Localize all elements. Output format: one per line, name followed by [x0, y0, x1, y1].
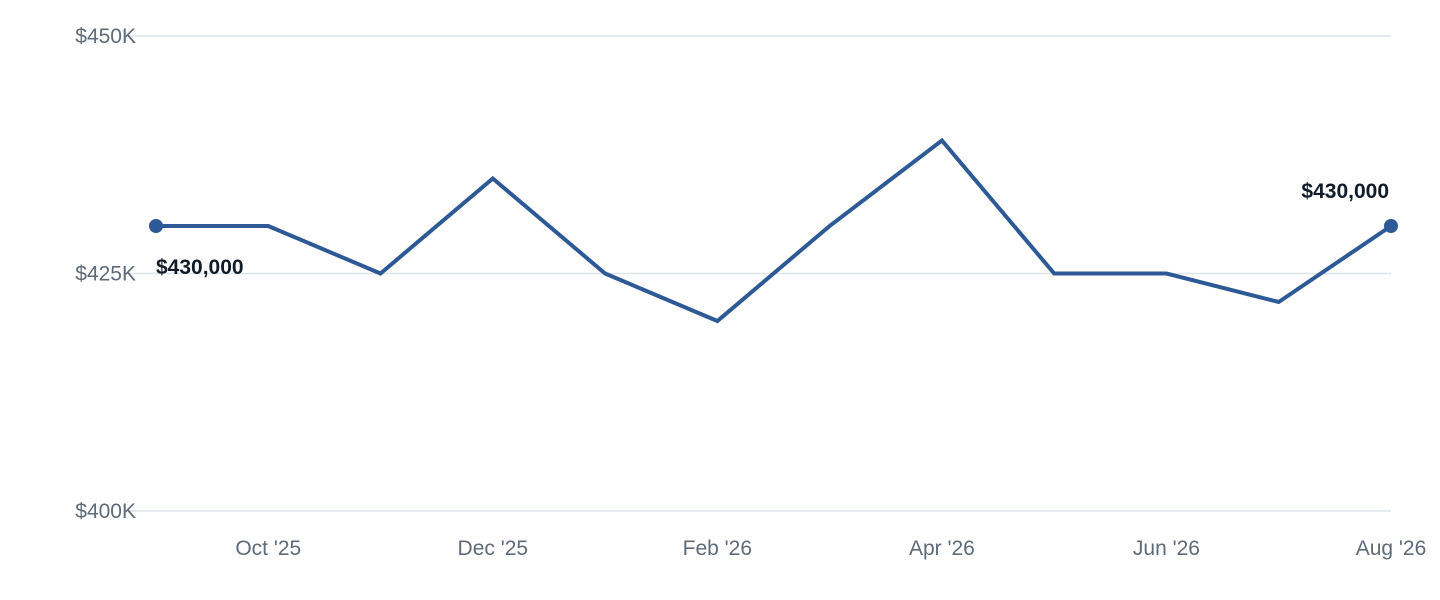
data-point[interactable] [149, 219, 163, 233]
y-tick-label: $400K [75, 500, 136, 523]
x-tick-label: Oct '25 [235, 537, 301, 560]
y-axis: $450K $425K $400K [75, 25, 136, 523]
series-layer [149, 137, 1398, 324]
y-tick-label: $425K [75, 263, 136, 286]
data-label: $430,000 [1301, 180, 1389, 203]
series-line [156, 137, 1393, 324]
x-tick-label: Jun '26 [1133, 537, 1200, 560]
data-labels: $430,000 $430,000 [156, 180, 1389, 279]
x-tick-label: Feb '26 [683, 537, 752, 560]
data-point[interactable] [1384, 219, 1398, 233]
x-axis: Oct '25 Dec '25 Feb '26 Apr '26 Jun '26 Aug '… [235, 537, 1426, 560]
x-tick-label: Aug '26 [1356, 537, 1427, 560]
gridlines [128, 35, 1391, 512]
x-tick-label: Apr '26 [909, 537, 975, 560]
y-tick-label: $450K [75, 25, 136, 48]
data-label: $430,000 [156, 256, 244, 279]
x-tick-label: Dec '25 [458, 537, 529, 560]
